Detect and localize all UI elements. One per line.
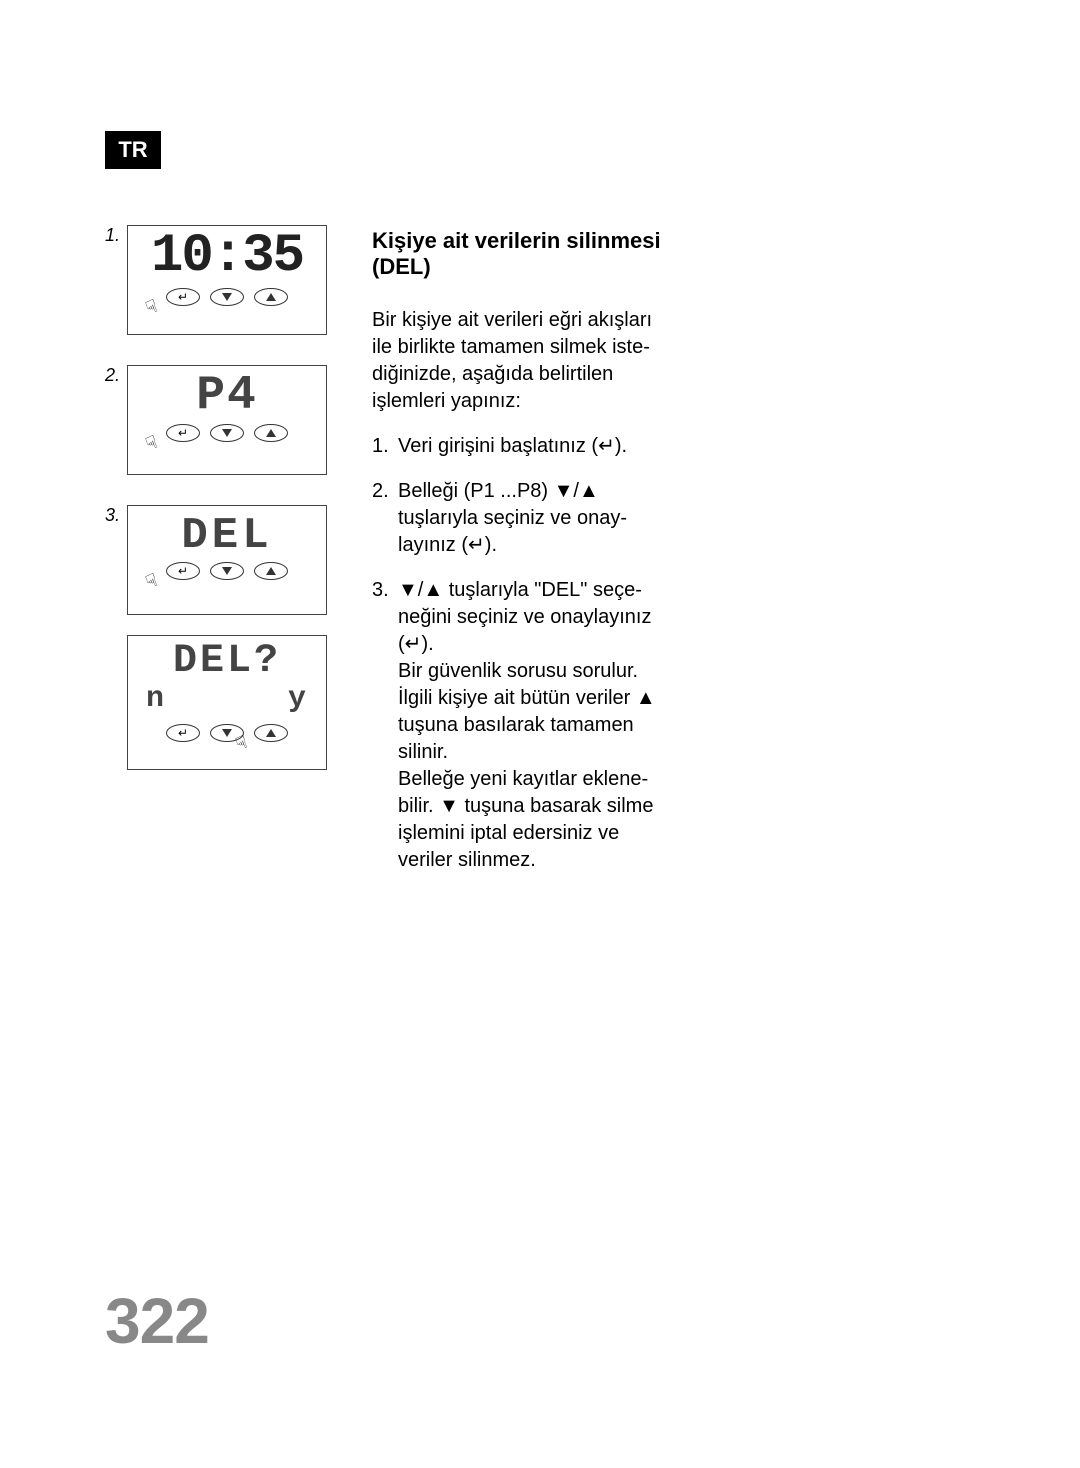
up-icon	[266, 429, 276, 437]
down-up-icon: ▼/▲	[398, 579, 443, 601]
figure-number-3: 3.	[105, 505, 120, 526]
language-badge: TR	[105, 131, 161, 169]
text-fragment: ).	[485, 534, 497, 556]
lcd-display-time: 10:35	[128, 226, 326, 284]
up-icon	[266, 729, 276, 737]
down-icon	[222, 429, 232, 437]
text-fragment: Bir güvenlik sorusu sorulur. İlgili kişi…	[398, 660, 638, 709]
up-button	[254, 724, 288, 742]
enter-icon: ↵	[178, 564, 188, 578]
pointing-hand-icon: ☟	[233, 733, 249, 754]
up-button	[254, 562, 288, 580]
down-icon	[222, 729, 232, 737]
enter-icon: ↵	[178, 726, 188, 740]
instruction-text: Kişiye ait verilerin silin­mesi (DEL) Bi…	[372, 228, 670, 892]
figure-number-1: 1.	[105, 225, 120, 246]
up-icon	[266, 293, 276, 301]
text-fragment: tuşuna basılarak tama­men silinir.	[398, 714, 634, 763]
lcd-n: n	[146, 682, 166, 716]
button-row-3: ↵ ☟	[128, 562, 326, 580]
text-fragment: ).	[421, 633, 433, 655]
enter-icon: ↵	[468, 534, 485, 556]
step-body: Belleği (P1 ...P8) ▼/▲ tuşlarıyla seçini…	[398, 478, 670, 559]
step-1: 1. Veri girişini başlatınız (↵).	[372, 433, 670, 460]
intro-paragraph: Bir kişiye ait verileri eğri akışları il…	[372, 307, 670, 415]
enter-icon: ↵	[405, 633, 422, 655]
page-number: 322	[105, 1284, 209, 1358]
down-icon	[222, 567, 232, 575]
device-figure-1: 10:35 ↵ ☟	[127, 225, 327, 335]
enter-button: ↵	[166, 424, 200, 442]
down-button	[210, 424, 244, 442]
device-figure-2: P4 ↵ ☟	[127, 365, 327, 475]
button-row-1: ↵ ☟	[128, 288, 326, 306]
text-fragment: Belleği (P1 ...P8)	[398, 480, 554, 502]
figure-number-2: 2.	[105, 365, 120, 386]
enter-icon: ↵	[178, 426, 188, 440]
down-up-icon: ▼/▲	[554, 480, 599, 502]
device-figure-3: DEL ↵ ☟	[127, 505, 327, 615]
text-fragment: ).	[615, 435, 627, 457]
pointing-hand-icon: ☟	[143, 297, 159, 318]
device-figure-4: DEL? n y ↵ ☟	[127, 635, 327, 770]
lcd-display-memory: P4	[128, 366, 326, 420]
step-number: 3.	[372, 577, 398, 874]
manual-page: TR 1. 2. 3. 10:35 ↵ ☟ P4 ↵ ☟	[0, 0, 1080, 1468]
down-icon: ▼	[439, 795, 459, 817]
step-3: 3. ▼/▲ tuşlarıyla "DEL" seçe­neğini seçi…	[372, 577, 670, 874]
enter-button: ↵	[166, 288, 200, 306]
step-2: 2. Belleği (P1 ...P8) ▼/▲ tuşlarıyla seç…	[372, 478, 670, 559]
up-icon	[266, 567, 276, 575]
up-button	[254, 288, 288, 306]
enter-icon: ↵	[598, 435, 615, 457]
step-body: Veri girişini başlatınız (↵).	[398, 433, 670, 460]
up-button	[254, 424, 288, 442]
step-number: 2.	[372, 478, 398, 559]
enter-icon: ↵	[178, 290, 188, 304]
pointing-hand-icon: ☟	[143, 433, 159, 454]
enter-button: ↵	[166, 562, 200, 580]
up-icon: ▲	[636, 687, 656, 709]
step-body: ▼/▲ tuşlarıyla "DEL" seçe­neğini seçiniz…	[398, 577, 670, 874]
text-fragment: tuşlarıyla seçiniz ve onay­layınız (	[398, 507, 627, 556]
lcd-y: y	[288, 682, 308, 716]
button-row-2: ↵ ☟	[128, 424, 326, 442]
step-list: 1. Veri girişini başlatınız (↵). 2. Bell…	[372, 433, 670, 874]
down-icon	[222, 293, 232, 301]
step-number: 1.	[372, 433, 398, 460]
down-button	[210, 562, 244, 580]
section-heading: Kişiye ait verilerin silin­mesi (DEL)	[372, 228, 670, 281]
lcd-display-del: DEL	[128, 506, 326, 558]
down-button	[210, 288, 244, 306]
lcd-display-ny: n y	[128, 682, 326, 720]
text-fragment: Veri girişini başlatınız (	[398, 435, 598, 457]
lcd-display-delq: DEL?	[128, 636, 326, 682]
button-row-4: ↵ ☟	[128, 724, 326, 742]
enter-button: ↵	[166, 724, 200, 742]
pointing-hand-icon: ☟	[143, 571, 159, 592]
